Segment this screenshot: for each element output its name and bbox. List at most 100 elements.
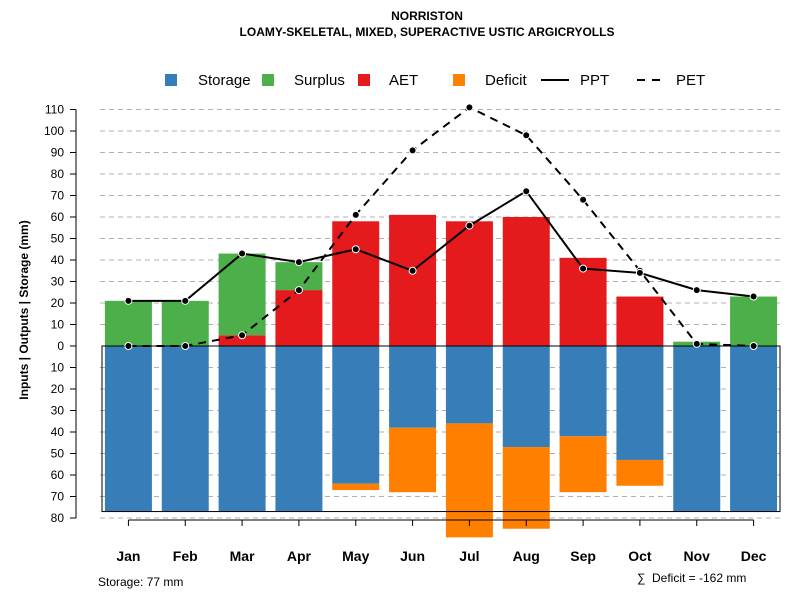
y-axis-label: Inputs | Outputs | Storage (mm) (17, 220, 31, 399)
ppt-point (749, 292, 758, 301)
legend-deficit-swatch (453, 74, 465, 86)
pet-point (351, 210, 360, 219)
storage-bar (161, 346, 209, 512)
x-tick-label: Dec (741, 548, 767, 564)
deficit-bar (445, 423, 493, 538)
storage-bar (445, 346, 493, 424)
storage-footnote: Storage: 77 mm (98, 575, 183, 589)
y-tick-label: 40 (51, 253, 65, 267)
storage-bar (275, 346, 323, 512)
y-tick-label: 70 (51, 490, 65, 504)
pet-point (124, 342, 133, 350)
pet-point (294, 286, 303, 295)
legend-aet-label: AET (389, 72, 418, 89)
ppt-point (579, 264, 588, 273)
pet-point (692, 339, 701, 348)
series-lines (124, 103, 758, 350)
y-tick-label: 20 (51, 296, 65, 310)
y-tick-label: 60 (51, 210, 65, 224)
deficit-footnote: Deficit = -162 mm (652, 571, 746, 585)
chart-subtitle: LOAMY-SKELETAL, MIXED, SUPERACTIVE USTIC… (240, 25, 615, 39)
chart-title: NORRISTON (391, 9, 463, 23)
storage-bar (104, 346, 152, 512)
bars (104, 214, 778, 538)
storage-bar (673, 346, 721, 512)
y-tick-label: 10 (51, 361, 65, 375)
x-tick-label: Oct (628, 548, 652, 564)
y-tick-label: 30 (51, 275, 65, 289)
x-tick-label: May (342, 548, 369, 564)
ppt-point (635, 268, 644, 277)
pet-point (522, 131, 531, 140)
aet-bar (445, 221, 493, 346)
x-tick-label: Jun (400, 548, 425, 564)
legend: Storage Surplus AET Deficit PPT PET (165, 72, 705, 89)
storage-bar (559, 346, 607, 437)
x-tick-label: Mar (230, 548, 255, 564)
legend-ppt-label: PPT (580, 72, 609, 89)
legend-surplus-label: Surplus (294, 72, 345, 89)
aet-bar (616, 296, 664, 346)
y-tick-label: 80 (51, 511, 65, 525)
x-tick-label: Sep (570, 548, 596, 564)
pet-point (579, 195, 588, 204)
ppt-point (692, 286, 701, 295)
sum-symbol: ∑ (637, 571, 646, 585)
surplus-bar (104, 300, 152, 346)
deficit-bar (559, 436, 607, 493)
y-tick-label: 20 (51, 382, 65, 396)
pet-line (128, 106, 754, 347)
storage-bar (730, 346, 778, 512)
y-tick-label: 70 (51, 189, 65, 203)
x-tick-label: Aug (513, 548, 540, 564)
ppt-point (465, 221, 474, 230)
x-tick-label: Jul (459, 548, 479, 564)
y-tick-label: 40 (51, 425, 65, 439)
legend-deficit-label: Deficit (485, 72, 528, 89)
surplus-bar (730, 296, 778, 346)
legend-aet-swatch (358, 74, 370, 86)
x-tick-label: Nov (684, 548, 711, 564)
aet-bar (218, 335, 266, 346)
legend-surplus-swatch (262, 74, 274, 86)
aet-bar (275, 290, 323, 346)
pet-point (465, 103, 474, 112)
storage-bar (389, 346, 437, 428)
storage-bar (616, 346, 664, 460)
aet-bar (389, 214, 437, 346)
y-tick-label: 50 (51, 232, 65, 246)
x-tick-label: Apr (287, 548, 312, 564)
axes: 1101009080706050403020100102030405060708… (44, 103, 781, 564)
y-tick-label: 10 (51, 318, 65, 332)
deficit-bar (502, 447, 550, 529)
y-tick-label: 60 (51, 468, 65, 482)
x-tick-label: Jan (116, 548, 140, 564)
y-tick-label: 0 (57, 339, 64, 353)
pet-point (181, 342, 190, 350)
surplus-bar (161, 300, 209, 346)
y-tick-label: 100 (44, 124, 64, 138)
x-tick-label: Feb (173, 548, 198, 564)
ppt-point (181, 296, 190, 305)
y-tick-label: 110 (45, 103, 64, 117)
storage-bar (502, 346, 550, 448)
storage-bar (332, 346, 380, 484)
ppt-point (238, 249, 247, 258)
storage-bar (218, 346, 266, 512)
y-tick-label: 90 (51, 146, 65, 160)
legend-storage-swatch (165, 74, 177, 86)
ppt-line (128, 189, 754, 302)
legend-pet-label: PET (676, 72, 705, 89)
legend-storage-label: Storage (198, 72, 251, 89)
deficit-bar (389, 427, 437, 493)
ppt-point (294, 258, 303, 267)
deficit-bar (332, 483, 380, 491)
deficit-bar (616, 459, 664, 486)
ppt-point (522, 187, 531, 196)
aet-bar (502, 217, 550, 346)
ppt-point (351, 245, 360, 254)
pet-point (238, 331, 247, 340)
pet-point (749, 342, 758, 350)
y-tick-label: 80 (51, 167, 65, 181)
